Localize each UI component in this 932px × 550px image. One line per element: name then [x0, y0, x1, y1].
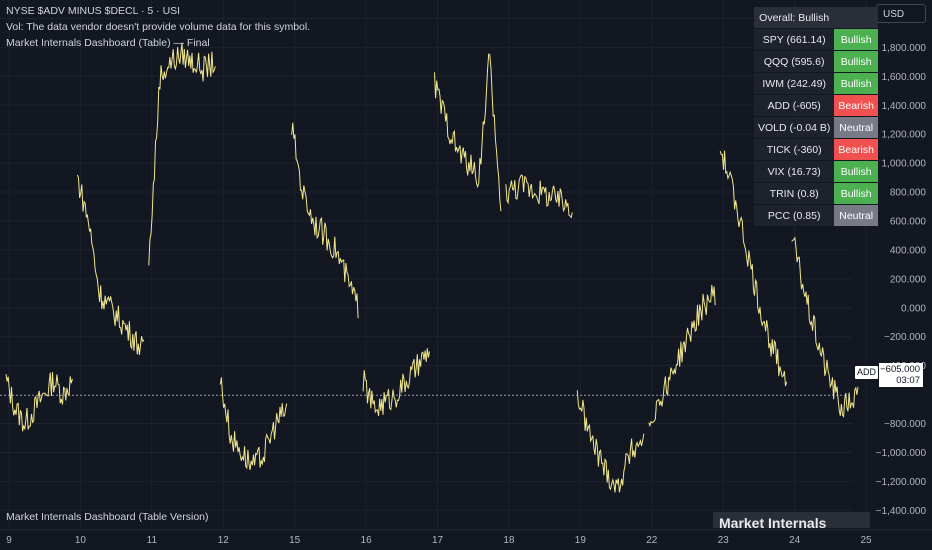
overall-row: Overall: Bullish [754, 7, 878, 28]
dashboard-row: PCC (0.85) Neutral [754, 205, 878, 226]
session-line [5, 371, 73, 432]
dashboard-row: SPY (661.14) Bullish [754, 29, 878, 50]
dashboard-row: TICK (-360) Bearish [754, 139, 878, 160]
x-tick-label: 25 [860, 535, 872, 546]
dashboard-row: ADD (-605) Bearish [754, 95, 878, 116]
y-tick-label: 1,800.000 [882, 43, 927, 54]
series-tag: ADD [855, 366, 878, 379]
dashboard-row: VOLD (-0.04 B) Neutral [754, 117, 878, 138]
market-internals-table: Overall: Bullish SPY (661.14) Bullish QQQ … [754, 6, 878, 227]
dashboard-row: VIX (16.73) Bullish [754, 161, 878, 182]
indicator-label: QQQ (595.6) [754, 51, 835, 72]
x-tick-label: 18 [503, 535, 515, 546]
dashboard-row: IWM (242.49) Bullish [754, 73, 878, 94]
indicator-title[interactable]: Market Internals Dashboard (Table) — Fin… [6, 37, 210, 49]
indicator-label: VIX (16.73) [754, 161, 835, 182]
bar-countdown: 03:07 [896, 375, 920, 386]
status-badge: Bullish [834, 183, 878, 204]
last-price-value: −605.000 [880, 364, 920, 375]
y-tick-label: −200.000 [884, 332, 926, 343]
y-tick-label: −800.000 [884, 419, 926, 430]
session-line [76, 174, 145, 355]
x-tick-label: 15 [289, 535, 301, 546]
status-badge: Bearish [834, 139, 878, 160]
volume-note: Vol: The data vendor doesn't provide vol… [6, 21, 311, 33]
status-badge: Bullish [834, 73, 878, 94]
chart-grid [0, 0, 867, 528]
x-tick-label: 22 [646, 535, 658, 546]
session-line [434, 53, 502, 212]
x-tick-label: 10 [75, 535, 87, 546]
indicator-label: ADD (-605) [754, 95, 835, 116]
indicator-label: VOLD (-0.04 B) [754, 117, 835, 138]
indicator-label: PCC (0.85) [754, 205, 835, 226]
status-badge: Neutral [834, 117, 878, 138]
session-line [291, 122, 359, 319]
overall-status-cell [834, 7, 878, 28]
y-tick-label: 1,000.000 [882, 159, 927, 170]
session-line [505, 174, 573, 219]
y-tick-label: −1,200.000 [876, 477, 927, 488]
status-badge: Bullish [834, 161, 878, 182]
session-line [219, 377, 288, 470]
indicator-footer-label: Market Internals Dashboard (Table Versio… [6, 511, 209, 523]
x-tick-label: 24 [789, 535, 801, 546]
y-tick-label: 800.000 [890, 188, 927, 199]
y-tick-label: 400.000 [890, 245, 927, 256]
session-line [791, 236, 859, 418]
status-badge: Bearish [834, 95, 878, 116]
x-tick-label: 11 [147, 535, 158, 546]
dashboard-row: TRIN (0.8) Bullish [754, 183, 878, 204]
indicator-label: IWM (242.49) [754, 73, 835, 94]
y-tick-label: 600.000 [890, 216, 927, 227]
x-tick-label: 17 [432, 535, 444, 546]
session-line [362, 348, 430, 416]
y-tick-label: 1,200.000 [882, 130, 927, 141]
x-tick-label: 12 [218, 535, 230, 546]
session-line [148, 42, 216, 266]
x-tick-label: 23 [718, 535, 730, 546]
indicator-label: TRIN (0.8) [754, 183, 835, 204]
session-line [576, 390, 645, 493]
overall-label: Overall: Bullish [754, 7, 835, 28]
last-price-label: −605.000 03:07 [879, 363, 923, 387]
session-line [648, 284, 716, 428]
x-tick-label: 19 [575, 535, 587, 546]
session-line [719, 150, 788, 387]
price-axis[interactable]: 2,000.0001,800.0001,600.0001,400.0001,20… [876, 14, 927, 517]
indicator-label: TICK (-360) [754, 139, 835, 160]
y-tick-label: −1,400.000 [876, 506, 927, 517]
dashboard-row: QQQ (595.6) Bullish [754, 51, 878, 72]
y-tick-label: 0.000 [901, 303, 926, 314]
x-tick-label: 16 [361, 535, 373, 546]
mini-table-title: Market Internals [713, 512, 870, 528]
x-tick-label: 9 [6, 535, 12, 546]
indicator-label: SPY (661.14) [754, 29, 835, 50]
add-line-series [5, 42, 859, 493]
mini-table-title-text: Market Internals [719, 515, 827, 528]
status-badge: Neutral [834, 205, 878, 226]
status-badge: Bullish [834, 29, 878, 50]
status-badge: Bullish [834, 51, 878, 72]
time-axis[interactable]: 9 10 11 12 15 16 17 18 19 22 23 24 25 [0, 529, 932, 546]
currency-button[interactable]: USD [876, 4, 926, 23]
y-tick-label: 1,400.000 [882, 101, 927, 112]
y-tick-label: −1,000.000 [876, 448, 927, 459]
symbol-title[interactable]: NYSE $ADV MINUS $DECL · 5 · USI [6, 5, 181, 17]
y-tick-label: 1,600.000 [882, 72, 927, 83]
y-tick-label: 200.000 [890, 274, 927, 285]
